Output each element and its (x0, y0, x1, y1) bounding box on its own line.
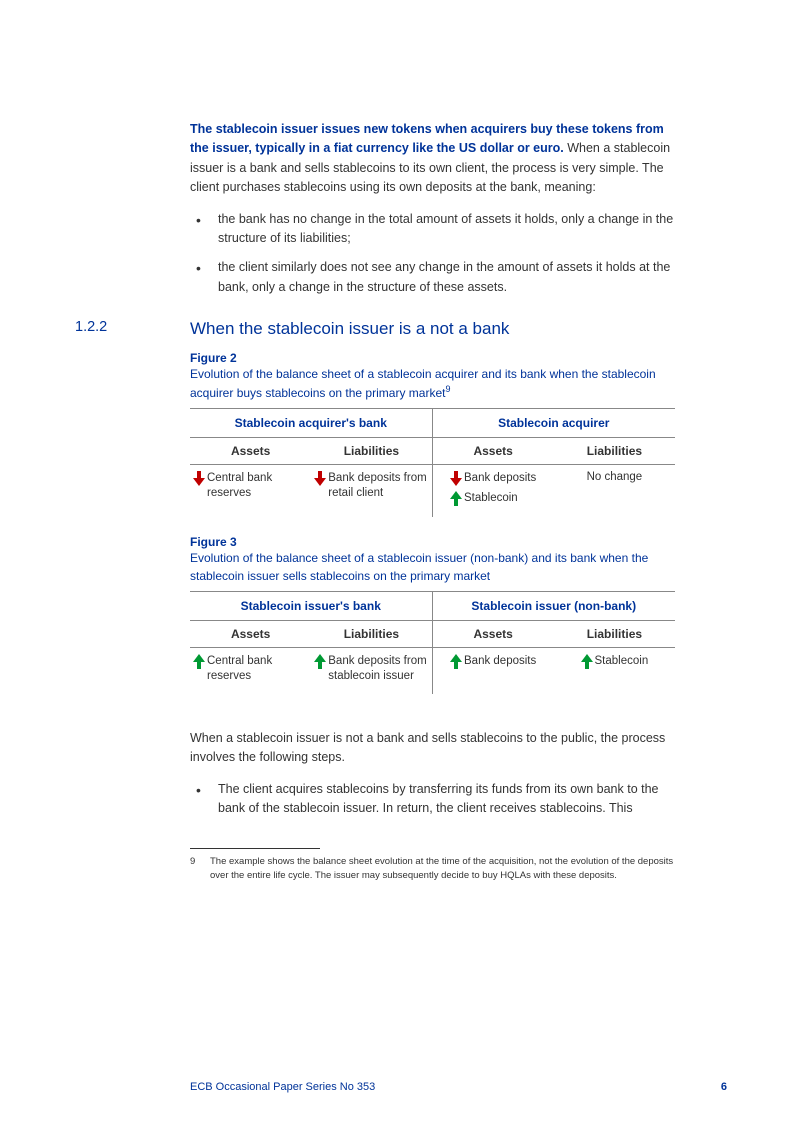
cell-text: No change (557, 471, 672, 483)
figure-2-caption: Evolution of the balance sheet of a stab… (190, 365, 675, 402)
footnote-number: 9 (190, 855, 200, 882)
bullet-list-b: The client acquires stablecoins by trans… (190, 780, 675, 819)
footnote-ref: 9 (445, 384, 450, 394)
cell-text: Central bank reserves (207, 654, 308, 684)
table-entity-row: Stablecoin issuer's bank Stablecoin issu… (190, 591, 675, 620)
footer-source: ECB Occasional Paper Series No 353 (190, 1081, 375, 1093)
page: The stablecoin issuer issues new tokens … (0, 0, 802, 1133)
table-entity-row: Stablecoin acquirer's bank Stablecoin ac… (190, 408, 675, 437)
list-item: The client acquires stablecoins by trans… (190, 780, 675, 819)
cell: Bank deposits (433, 647, 554, 694)
entity-right: Stablecoin issuer (non-bank) (433, 592, 676, 620)
cell-text: Bank deposits from stablecoin issuer (328, 654, 428, 684)
arrow-up-icon (450, 491, 462, 507)
figure-2-label: Figure 2 (190, 351, 675, 365)
figure-2-caption-text: Evolution of the balance sheet of a stab… (190, 367, 656, 400)
bullet-list-a: the bank has no change in the total amou… (190, 210, 675, 298)
cell: Central bank reserves (190, 647, 311, 694)
main-content: The stablecoin issuer issues new tokens … (190, 120, 675, 297)
entity-left: Stablecoin acquirer's bank (190, 409, 433, 437)
footnote-rule (190, 848, 320, 849)
entity-left: Stablecoin issuer's bank (190, 592, 433, 620)
figure-2-table: Stablecoin acquirer's bank Stablecoin ac… (190, 408, 675, 517)
list-item: the bank has no change in the total amou… (190, 210, 675, 249)
cell: Stablecoin (554, 647, 675, 694)
cell-text: Bank deposits (464, 471, 536, 486)
footnote-text: The example shows the balance sheet evol… (210, 855, 675, 882)
list-item: the client similarly does not see any ch… (190, 258, 675, 297)
cell: Central bank reserves (190, 464, 311, 517)
figure-3-caption: Evolution of the balance sheet of a stab… (190, 549, 675, 585)
col-assets: Assets (433, 620, 554, 647)
col-assets: Assets (190, 437, 311, 464)
figure-3-table: Stablecoin issuer's bank Stablecoin issu… (190, 591, 675, 694)
section-heading-row: 1.2.2 When the stablecoin issuer is a no… (75, 319, 727, 339)
col-liabilities: Liabilities (311, 620, 432, 647)
intro-paragraph: The stablecoin issuer issues new tokens … (190, 120, 675, 198)
cell-text: Central bank reserves (207, 471, 308, 501)
cell: Bank deposits from retail client (311, 464, 432, 517)
entity-right: Stablecoin acquirer (433, 409, 676, 437)
section-title: When the stablecoin issuer is a not a ba… (190, 319, 509, 339)
page-number: 6 (721, 1081, 727, 1093)
cell-text: Bank deposits from retail client (328, 471, 428, 501)
cell-text: Bank deposits (464, 654, 536, 669)
col-liabilities: Liabilities (554, 620, 675, 647)
arrow-up-icon (450, 654, 462, 670)
cell-text: Stablecoin (464, 491, 518, 506)
footnote: 9 The example shows the balance sheet ev… (190, 855, 675, 882)
arrow-up-icon (314, 654, 326, 670)
table-data-row: Central bank reserves Bank deposits from… (190, 647, 675, 694)
table-data-row: Central bank reserves Bank deposits from… (190, 464, 675, 517)
section-content: Figure 2 Evolution of the balance sheet … (190, 351, 675, 882)
page-footer: ECB Occasional Paper Series No 353 6 (190, 1081, 727, 1093)
table-subhead-row: Assets Liabilities Assets Liabilities (190, 437, 675, 464)
section-number: 1.2.2 (75, 319, 190, 339)
col-assets: Assets (190, 620, 311, 647)
col-assets: Assets (433, 437, 554, 464)
cell: Bank deposits Stablecoin (433, 464, 554, 517)
arrow-up-icon (193, 654, 205, 670)
arrow-down-icon (314, 471, 326, 487)
paragraph: When a stablecoin issuer is not a bank a… (190, 729, 675, 768)
cell-text: Stablecoin (595, 654, 649, 669)
arrow-down-icon (450, 471, 462, 487)
table-subhead-row: Assets Liabilities Assets Liabilities (190, 620, 675, 647)
arrow-up-icon (581, 654, 593, 670)
cell: Bank deposits from stablecoin issuer (311, 647, 432, 694)
arrow-down-icon (193, 471, 205, 487)
col-liabilities: Liabilities (554, 437, 675, 464)
col-liabilities: Liabilities (311, 437, 432, 464)
cell: No change (554, 464, 675, 517)
figure-3-label: Figure 3 (190, 535, 675, 549)
